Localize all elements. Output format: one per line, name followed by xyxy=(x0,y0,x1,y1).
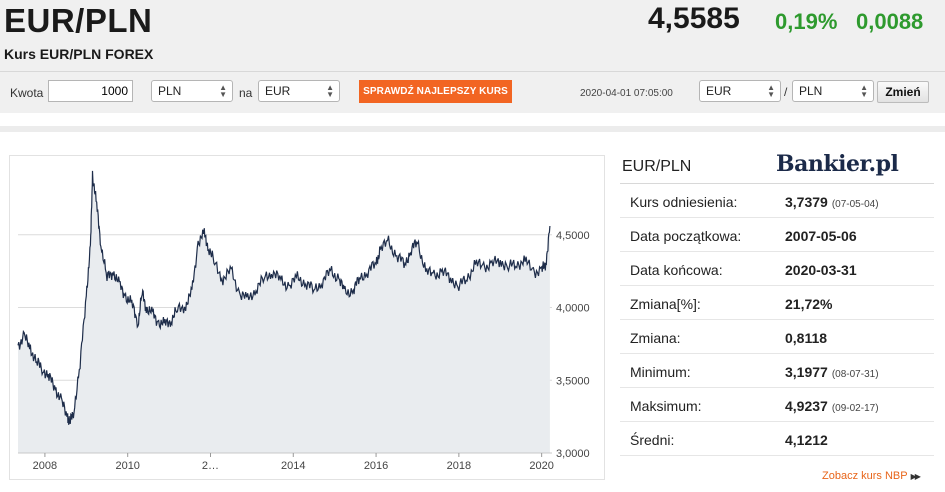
stats-value: 21,72% xyxy=(785,296,832,312)
stats-row: Minimum: 3,1977 (08-07-31) xyxy=(620,354,934,388)
x-tick-label: 2008 xyxy=(33,460,57,472)
y-tick-label: 4,5000 xyxy=(556,230,590,242)
x-tick-label: 2014 xyxy=(281,460,305,472)
stats-panel: EUR/PLN Bankier.pl Kurs odniesienia: 3,73… xyxy=(620,151,934,456)
stats-label: Średni: xyxy=(630,432,675,448)
to-currency-select[interactable]: EUR ▲ ▼ xyxy=(258,80,340,102)
pair-from-select[interactable]: EUR ▲ ▼ xyxy=(699,80,781,102)
stats-value: 3,1977 (08-07-31) xyxy=(785,364,879,380)
amount-input[interactable] xyxy=(48,80,133,102)
stats-label: Data końcowa: xyxy=(630,262,723,278)
select-arrows-icon: ▲ ▼ xyxy=(219,83,227,99)
stats-label: Zmiana: xyxy=(630,330,681,346)
nbp-rate-link[interactable]: Zobacz kurs NBP ▶▶ xyxy=(822,470,921,482)
stats-row: Maksimum: 4,9237 (09-02-17) xyxy=(620,388,934,422)
x-tick-label: 2016 xyxy=(364,460,388,472)
stats-value-text: 3,1977 xyxy=(785,364,828,380)
stats-value-text: 3,7379 xyxy=(785,194,828,210)
pair-title: EUR/PLN xyxy=(4,2,153,39)
stats-value: 2007-05-06 xyxy=(785,228,857,244)
to-label: na xyxy=(239,86,253,100)
select-arrows-icon: ▲ ▼ xyxy=(767,83,775,99)
to-currency-value: EUR xyxy=(265,84,291,98)
stats-date: (08-07-31) xyxy=(831,369,879,380)
stats-row: Data początkowa: 2007-05-06 xyxy=(620,218,934,252)
stats-row: Data końcowa: 2020-03-31 xyxy=(620,252,934,286)
nbp-link-label: Zobacz kurs NBP xyxy=(822,470,908,482)
stats-value-text: 4,9237 xyxy=(785,398,828,414)
header-bar: EUR/PLN Kurs EUR/PLN FOREX 4,5585 0,19% … xyxy=(0,0,945,113)
x-tick-label: 2018 xyxy=(447,460,471,472)
pair-to-select[interactable]: PLN ▲ ▼ xyxy=(792,80,874,102)
y-tick-label: 3,5000 xyxy=(556,375,590,387)
stats-header: EUR/PLN Bankier.pl xyxy=(620,151,934,184)
current-rate: 4,5585 xyxy=(648,2,740,35)
stats-label: Data początkowa: xyxy=(630,228,742,244)
change-absolute: 0,0088 xyxy=(856,9,924,34)
section-separator xyxy=(0,126,945,132)
y-tick-label: 4,0000 xyxy=(556,303,590,315)
stats-value: 4,1212 xyxy=(785,432,828,448)
rate-timestamp: 2020-04-01 07:05:00 xyxy=(580,88,673,99)
amount-label: Kwota xyxy=(10,86,44,100)
stats-label: Maksimum: xyxy=(630,398,702,414)
stats-label: Kurs odniesienia: xyxy=(630,194,738,210)
pair-separator: / xyxy=(784,85,788,99)
stats-value-text: 0,8118 xyxy=(785,330,828,346)
pair-from-value: EUR xyxy=(706,84,732,98)
pair-subtitle: Kurs EUR/PLN FOREX xyxy=(4,46,154,62)
from-currency-select[interactable]: PLN ▲ ▼ xyxy=(151,80,233,102)
stats-value: 3,7379 (07-05-04) xyxy=(785,194,879,210)
stats-label: Zmiana[%]: xyxy=(630,296,701,312)
stats-value: 2020-03-31 xyxy=(785,262,857,278)
toolbar-divider xyxy=(0,71,945,72)
stats-value-text: 21,72% xyxy=(785,296,833,312)
check-best-rate-button[interactable]: SPRAWDŹ NAJLEPSZY KURS xyxy=(359,80,512,103)
x-tick-label: 2010 xyxy=(115,460,139,472)
select-arrows-icon: ▲ ▼ xyxy=(326,83,334,99)
stats-value-text: 2007-05-06 xyxy=(785,228,857,244)
pair-to-value: PLN xyxy=(799,84,823,98)
double-arrow-right-icon: ▶▶ xyxy=(910,472,921,481)
x-tick-label: 2… xyxy=(202,460,219,472)
stats-value-text: 2020-03-31 xyxy=(785,262,857,278)
stats-value: 4,9237 (09-02-17) xyxy=(785,398,879,414)
from-currency-value: PLN xyxy=(158,84,182,98)
stats-date: (07-05-04) xyxy=(831,199,879,210)
change-percent: 0,19% xyxy=(775,9,838,34)
select-arrows-icon: ▲ ▼ xyxy=(860,83,868,99)
stats-row: Zmiana: 0,8118 xyxy=(620,320,934,354)
stats-value: 0,8118 xyxy=(785,330,827,346)
bankier-logo: Bankier.pl xyxy=(776,151,899,177)
series-area xyxy=(18,170,550,453)
change-pair-button[interactable]: Zmień xyxy=(877,81,929,103)
chart-container: 3,0000 3,5000 4,0000 4,5000 2008 2010 2… 2014 20… xyxy=(9,155,605,480)
y-tick-label: 3,0000 xyxy=(556,448,590,460)
stats-date: (09-02-17) xyxy=(831,403,879,414)
price-chart: 3,0000 3,5000 4,0000 4,5000 2008 2010 2… 2014 20… xyxy=(17,170,590,472)
series-line xyxy=(17,170,551,425)
stats-title: EUR/PLN xyxy=(622,158,692,175)
x-tick-label: 2020 xyxy=(529,460,553,472)
stats-rows: Kurs odniesienia: 3,7379 (07-05-04) Data po… xyxy=(620,184,934,456)
stats-row: Kurs odniesienia: 3,7379 (07-05-04) xyxy=(620,184,934,218)
stats-value-text: 4,1212 xyxy=(785,432,828,448)
stats-row: Średni: 4,1212 xyxy=(620,422,934,456)
stats-label: Minimum: xyxy=(630,364,691,380)
stats-row: Zmiana[%]: 21,72% xyxy=(620,286,934,320)
